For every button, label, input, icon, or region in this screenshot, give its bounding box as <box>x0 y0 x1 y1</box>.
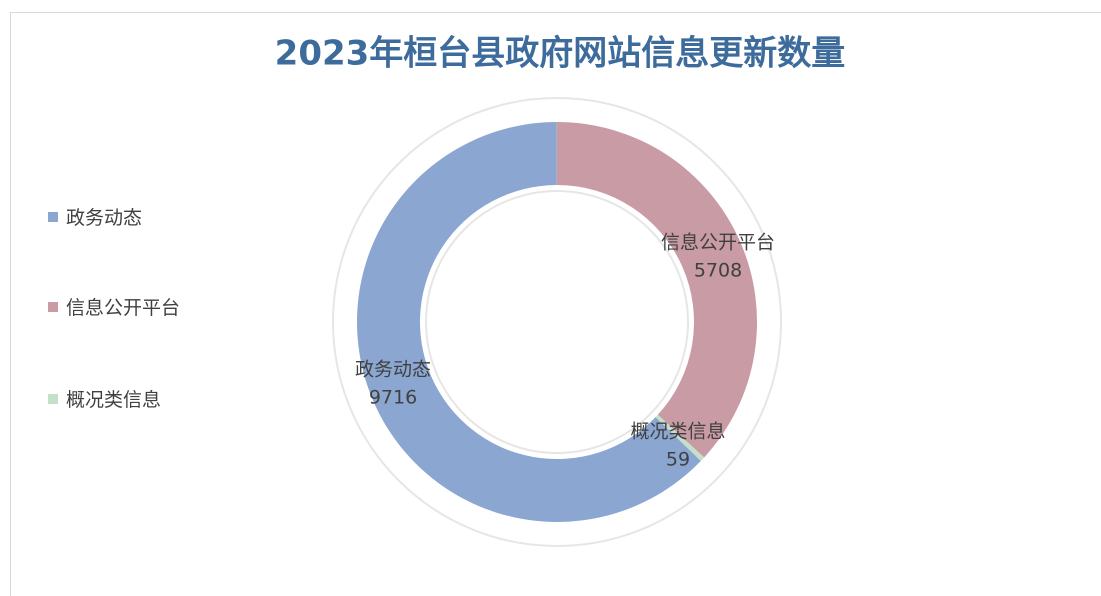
slice-category-label: 信息公开平台 <box>661 232 775 254</box>
legend-swatch <box>48 394 58 404</box>
slice-value-label: 59 <box>666 449 690 471</box>
inner-ring <box>425 190 689 454</box>
donut-slice <box>357 122 701 523</box>
legend-label: 信息公开平台 <box>66 297 181 319</box>
outer-ring <box>332 97 782 547</box>
donut-slice <box>556 122 757 458</box>
legend-label: 政务动态 <box>66 207 143 229</box>
slice-value-label: 9716 <box>369 387 417 409</box>
slice-value-label: 5708 <box>694 260 742 282</box>
legend-item: 信息公开平台 <box>48 295 188 321</box>
slice-category-label: 概况类信息 <box>630 421 725 443</box>
legend-swatch <box>48 302 58 312</box>
legend-swatch <box>48 212 58 222</box>
chart-frame <box>10 12 1101 596</box>
legend-item: 概况类信息 <box>48 387 188 413</box>
slice-category-label: 政务动态 <box>355 359 431 381</box>
chart-title: 2023年桓台县政府网站信息更新数量 <box>275 34 846 74</box>
legend-label: 概况类信息 <box>66 389 162 411</box>
donut-slice <box>655 414 705 461</box>
legend-item: 政务动态 <box>48 205 188 231</box>
